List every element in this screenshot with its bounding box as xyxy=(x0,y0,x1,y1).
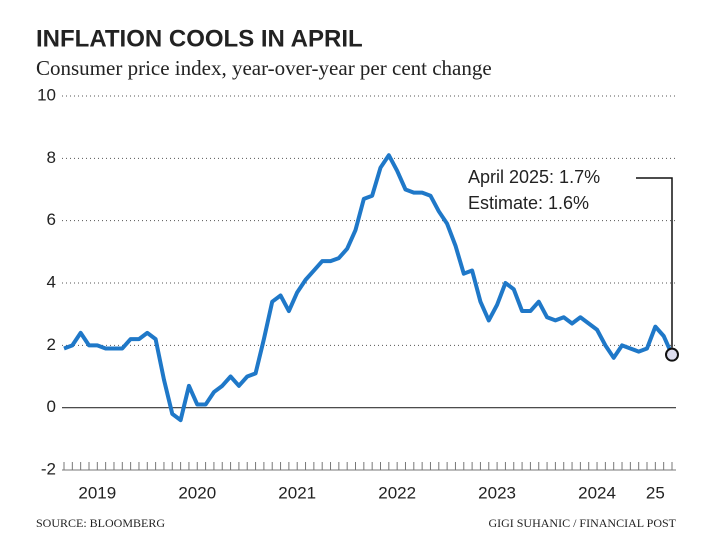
chart-subtitle: Consumer price index, year-over-year per… xyxy=(36,56,492,80)
y-tick-label: 10 xyxy=(37,85,56,104)
x-tick-label: 2019 xyxy=(78,483,116,502)
end-point xyxy=(665,347,679,362)
y-tick-label: 4 xyxy=(47,272,56,291)
x-tick-label: 2024 xyxy=(578,483,616,502)
annotation: Estimate: 1.6% xyxy=(468,193,589,213)
source: SOURCE: BLOOMBERG xyxy=(36,516,165,530)
y-tick-label: 2 xyxy=(47,335,56,354)
y-tick-label: 8 xyxy=(47,148,56,167)
x-tick-label: 2023 xyxy=(478,483,516,502)
x-tick-label: 25 xyxy=(646,483,665,502)
x-tick-label: 2020 xyxy=(178,483,216,502)
x-tick-label: 2021 xyxy=(278,483,316,502)
x-tick-label: 2022 xyxy=(378,483,416,502)
credit: GIGI SUHANIC / FINANCIAL POST xyxy=(488,516,676,530)
line xyxy=(63,153,674,423)
annotation-leader xyxy=(636,177,673,348)
y-tick-label: -2 xyxy=(41,459,56,478)
chart-title: INFLATION COOLS IN APRIL xyxy=(36,25,363,52)
annotation: April 2025: 1.7% xyxy=(468,167,600,187)
y-tick-label: 0 xyxy=(47,397,56,416)
y-tick-label: 6 xyxy=(47,210,56,229)
